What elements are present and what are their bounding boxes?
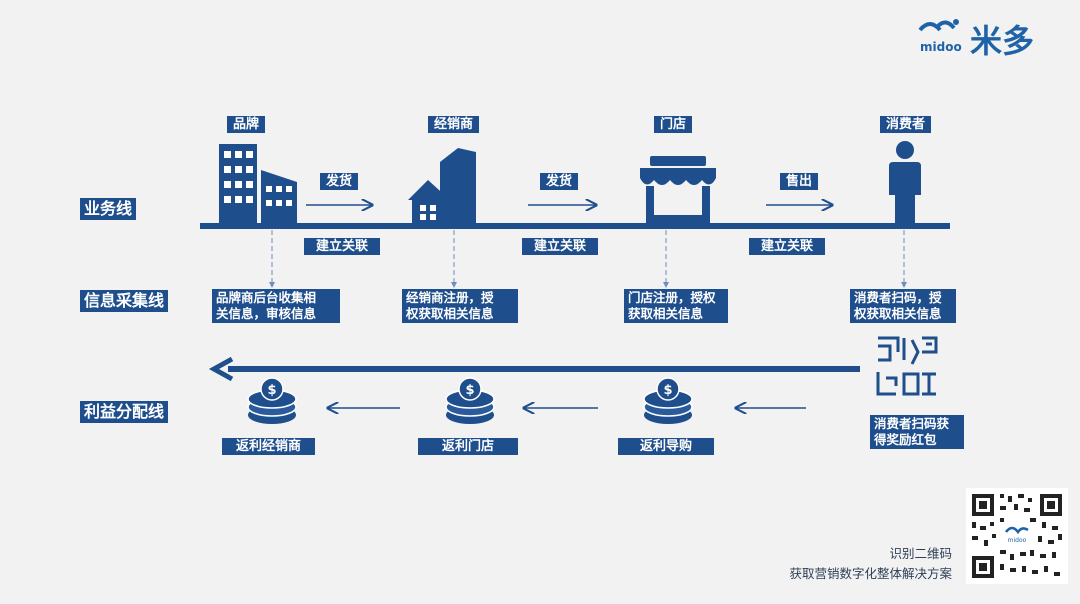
building-icon <box>219 144 297 224</box>
link-label: 建立关联 <box>304 238 381 255</box>
caption-line-2: 获取营销数字化整体解决方案 <box>789 566 952 581</box>
footer-caption: 识别二维码 获取营销数字化整体解决方案 <box>720 544 952 584</box>
link-label: 建立关联 <box>522 238 599 255</box>
info-consumer-box: 消费者扫码，授 权获取相关信息 <box>850 289 956 323</box>
person-icon <box>889 141 921 224</box>
link-label: 建立关联 <box>749 238 826 255</box>
info-dealer-box: 经销商注册，授 权获取相关信息 <box>402 289 518 323</box>
logo-latin: midoo <box>920 40 962 54</box>
reward-guide-label: 返利导购 <box>618 438 715 455</box>
actor-dealer-label: 经销商 <box>428 116 480 133</box>
svg-text:$: $ <box>663 383 672 398</box>
store-icon <box>640 156 716 224</box>
flow-sell-label: 售出 <box>780 173 819 190</box>
actor-brand-label: 品牌 <box>227 116 266 133</box>
lane-profit: 利益分配线 <box>80 401 169 423</box>
coin-stack-icon: $ <box>643 377 693 424</box>
logo-mark-icon <box>918 19 959 32</box>
qr-code-icon: midoo <box>972 494 1062 578</box>
qr-code[interactable]: midoo <box>966 488 1068 584</box>
flow-ship-label: 发货 <box>540 173 579 190</box>
lane-business: 业务线 <box>80 198 137 220</box>
logo-cn: 米多 <box>970 22 1035 60</box>
reward-consumer-box: 消费者扫码获 得奖励红包 <box>870 415 964 449</box>
svg-text:$: $ <box>267 383 276 398</box>
reward-dealer-label: 返利经销商 <box>222 438 316 455</box>
house-icon <box>408 148 476 224</box>
coin-stack-icon: $ <box>247 377 297 424</box>
caption-line-1: 识别二维码 <box>889 546 952 561</box>
info-store-box: 门店注册，授权 获取相关信息 <box>624 289 728 323</box>
lane-info: 信息采集线 <box>80 290 169 312</box>
return-arrow <box>208 356 860 382</box>
reward-store-label: 返利门店 <box>418 438 519 455</box>
flow-ship-label: 发货 <box>320 173 359 190</box>
brand-logo: midoo 米多 <box>912 14 1052 60</box>
actor-consumer-label: 消费者 <box>880 116 932 133</box>
business-line <box>200 223 950 229</box>
svg-text:midoo: midoo <box>1008 537 1027 544</box>
qr-scan-icon <box>876 336 938 396</box>
coin-stack-icon: $ <box>445 377 495 424</box>
info-brand-box: 品牌商后台收集相 关信息，审核信息 <box>212 289 340 323</box>
svg-text:$: $ <box>465 383 474 398</box>
actor-store-label: 门店 <box>654 116 693 133</box>
